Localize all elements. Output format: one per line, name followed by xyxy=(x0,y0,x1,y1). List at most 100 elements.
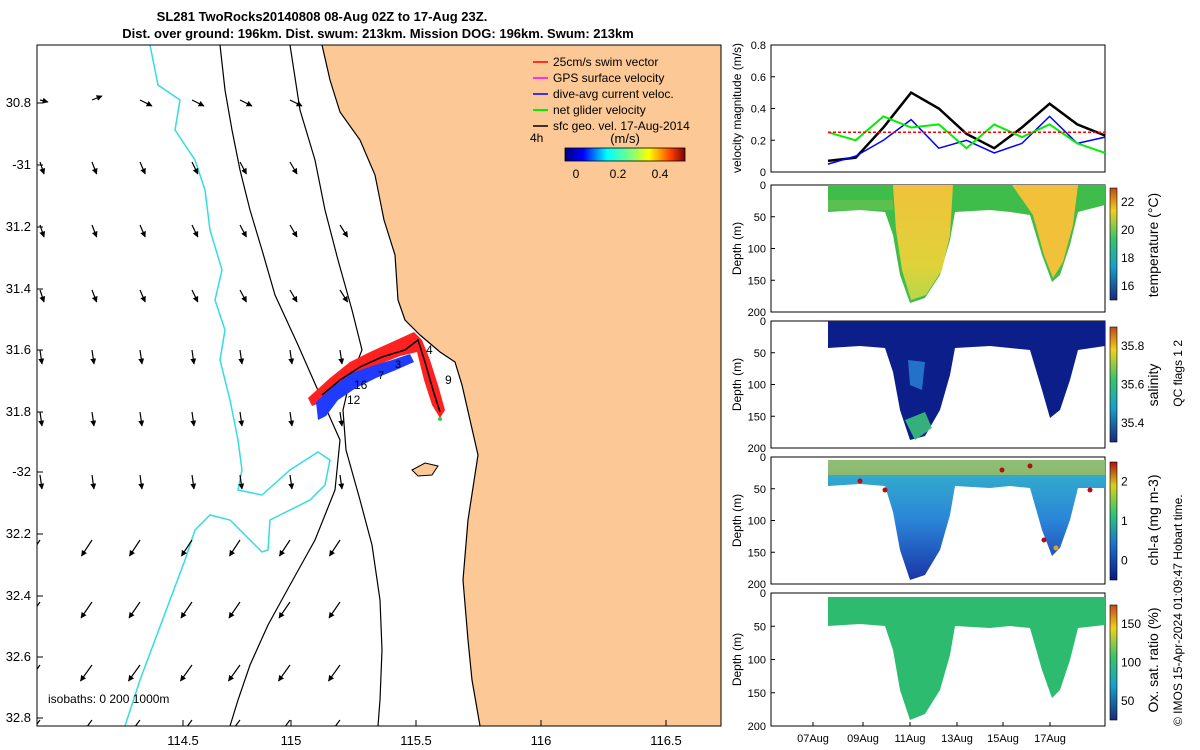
velocity-arrow xyxy=(91,161,98,175)
velocity-arrow xyxy=(334,719,341,726)
depth-tick-label: 200 xyxy=(748,721,766,733)
velocity-arrow xyxy=(139,289,146,303)
colorbar-tick-1: 0.2 xyxy=(610,167,627,181)
track-label-16: 16 xyxy=(354,378,368,392)
map-ytick-label: -32 xyxy=(12,464,31,479)
legend-sfc-geo-vel: sfc geo. vel. 17-Aug-2014 xyxy=(553,119,690,133)
velocity-arrow xyxy=(80,664,93,682)
velocity-arrow xyxy=(138,411,145,427)
colorbar-tick-label: 0 xyxy=(1121,553,1128,567)
legend-net-velocity: net glider velocity xyxy=(553,103,646,117)
map-axes: 114.5 115 115.5 116 116.5 30.8 -31 31.2 31.4 31.6… xyxy=(6,95,682,748)
velocity-arrow xyxy=(239,99,253,107)
legend-dive-avg: dive-avg current veloc. xyxy=(553,87,674,101)
velocity-arrow xyxy=(91,95,103,101)
velocity-arrow xyxy=(338,411,345,427)
date-tick-label: 07Aug xyxy=(797,733,829,745)
depth-axis-label: Depth (m) xyxy=(730,494,744,547)
velocity-arrow xyxy=(288,411,295,427)
velocity-arrow xyxy=(37,664,41,671)
velocity-arrow xyxy=(289,161,298,175)
colorbar-tick-label: 16 xyxy=(1121,279,1135,293)
salinity-field xyxy=(828,321,1105,440)
land-mass xyxy=(322,45,721,726)
map-panel: 4 9 12 16 7 3 25cm/s swim vector GPS sur… xyxy=(6,44,722,748)
velocity-arrow xyxy=(328,664,341,682)
depth-tick-label: 150 xyxy=(748,275,766,287)
velocity-arrow xyxy=(37,719,41,725)
velocity-arrow xyxy=(138,349,145,365)
depth-axis-label: Depth (m) xyxy=(730,358,744,411)
velocity-ytick-label: 0 xyxy=(760,167,766,179)
map-xtick-label: 116.5 xyxy=(650,733,682,748)
velocity-arrow xyxy=(134,719,141,726)
velocity-arrow xyxy=(234,719,241,726)
velocity-arrow xyxy=(191,161,199,175)
velocity-ylabel: velocity magnitude (m/s) xyxy=(730,43,744,173)
date-tick-label: 13Aug xyxy=(941,733,973,745)
velocity-arrow xyxy=(39,289,46,303)
velocity-arrow xyxy=(37,601,41,608)
velocity-arrow xyxy=(139,224,146,238)
velocity-arrow xyxy=(328,539,341,557)
velocity-vector-field xyxy=(37,95,349,726)
velocity-arrow xyxy=(328,601,341,619)
velocity-arrow xyxy=(228,601,241,619)
map-ytick-label: 32.6 xyxy=(6,649,31,664)
velocity-arrow xyxy=(180,539,193,557)
colorbar-tick-label: 1 xyxy=(1121,514,1128,528)
colorbar-tick-label: 2 xyxy=(1121,475,1128,489)
velocity-arrow xyxy=(288,474,295,490)
track-label-9: 9 xyxy=(445,373,452,387)
velocity-arrow xyxy=(228,539,241,557)
velocity-arrow xyxy=(289,289,298,303)
map-ytick-label: 31.8 xyxy=(6,404,31,419)
map-ytick-label: 31.2 xyxy=(6,219,31,234)
depth-tick-label: 150 xyxy=(748,688,766,700)
coastline xyxy=(321,45,481,726)
velocity-arrow xyxy=(239,161,247,175)
map-ytick-label: 32.4 xyxy=(6,588,31,603)
velocity-arrow xyxy=(238,349,245,365)
temperature-panel xyxy=(770,184,1106,313)
velocity-arrow xyxy=(191,99,205,107)
date-tick-label: 09Aug xyxy=(847,733,879,745)
velocity-arrow xyxy=(284,719,291,726)
map-xtick-label: 115.5 xyxy=(400,733,432,748)
velocity-ytick-label: 0.4 xyxy=(751,104,766,116)
velocity-arrow xyxy=(289,99,303,107)
velocity-arrow xyxy=(190,349,197,365)
depth-tick-label: 200 xyxy=(748,443,766,455)
colorbar-tick-2: 0.4 xyxy=(652,167,669,181)
track-label-3: 3 xyxy=(395,359,401,371)
velocity-arrow xyxy=(90,349,97,365)
velocity-arrow xyxy=(278,601,291,619)
legend-swim-vector: 25cm/s swim vector xyxy=(553,55,658,69)
velocity-arrow xyxy=(38,349,45,365)
speed-colorbar: 4h (m/s) 0 0.2 0.4 xyxy=(530,131,686,181)
velocity-series-line xyxy=(827,115,1106,154)
depth-tick-label: 100 xyxy=(748,244,766,256)
depth-tick-label: 0 xyxy=(760,316,766,328)
velocity-arrow xyxy=(38,411,45,427)
colorbar-tick-label: 20 xyxy=(1121,223,1135,237)
map-ytick-label: 32.2 xyxy=(6,526,31,541)
track-label-7: 7 xyxy=(378,370,384,382)
colorbar-tick-0: 0 xyxy=(573,167,580,181)
velocity-arrow xyxy=(180,664,193,682)
depth-tick-label: 100 xyxy=(748,516,766,528)
track-label-12: 12 xyxy=(347,393,361,407)
depth-tick-label: 100 xyxy=(748,380,766,392)
velocity-arrow xyxy=(278,539,291,557)
isobath-200m xyxy=(289,45,383,726)
map-ytick-label: 30.8 xyxy=(6,95,31,110)
temperature-cbar-label: temperature (°C) xyxy=(1145,193,1161,297)
map-ytick-label: 31.6 xyxy=(6,342,31,357)
map-xtick-label: 115 xyxy=(281,733,302,748)
colorbar-corner-label: 4h xyxy=(530,131,543,145)
velocity-arrow xyxy=(37,539,41,546)
depth-tick-label: 150 xyxy=(748,547,766,559)
map-legend: 25cm/s swim vector GPS surface velocity … xyxy=(533,55,690,133)
depth-tick-label: 50 xyxy=(754,621,766,633)
